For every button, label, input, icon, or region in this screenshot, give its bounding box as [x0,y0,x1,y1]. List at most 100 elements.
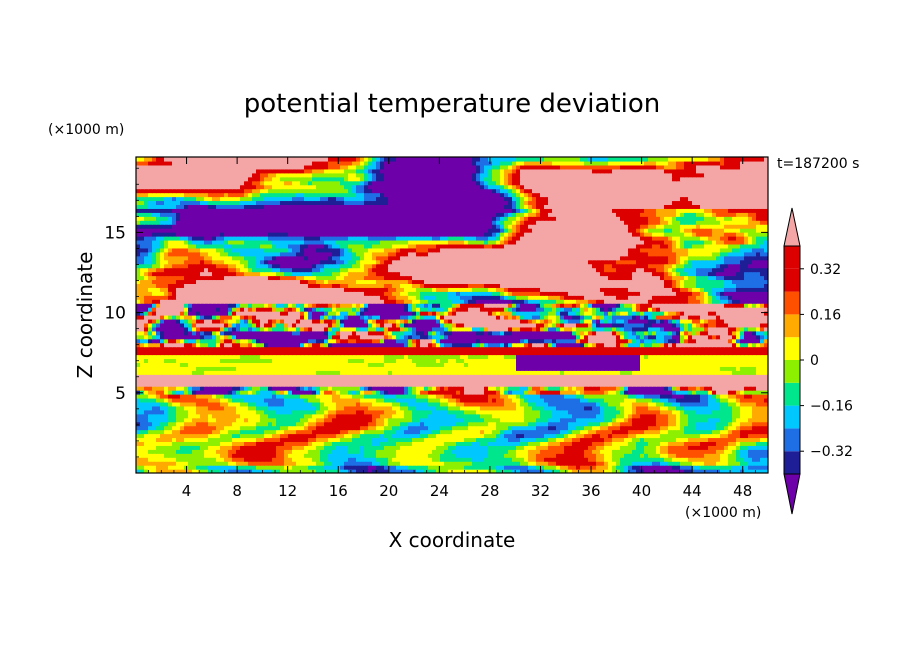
field-cell [384,390,389,395]
field-cell [252,362,257,367]
field-cell [180,382,185,387]
field-cell [416,394,421,399]
field-cell [472,421,477,427]
field-cell [556,378,561,383]
field-cell [512,382,517,387]
field-cell [736,457,741,462]
field-cell [448,413,453,419]
field-cell [420,425,425,431]
field-cell [304,409,309,415]
field-cell [376,445,381,450]
field-cell [336,461,341,466]
field-cell [336,397,341,403]
field-cell [568,437,573,442]
field-cell [316,445,321,450]
field-cell [672,469,677,473]
field-cell [524,354,529,360]
field-cell [248,453,253,458]
field-cell [564,366,569,371]
field-cell [636,433,641,439]
field-cell [672,374,677,379]
field-cell [156,425,161,431]
field-cell [396,370,401,375]
field-cell [556,350,561,356]
field-cell [152,362,157,367]
field-cell [288,362,293,367]
field-cell [244,350,249,356]
field-cell [212,346,217,352]
field-cell [764,469,768,473]
field-cell [736,358,741,363]
field-cell [216,390,221,395]
field-cell [520,390,525,395]
field-cell [188,433,193,439]
field-cell [160,421,165,427]
field-cell [160,401,165,407]
field-cell [460,457,465,462]
field-cell [356,354,361,360]
field-cell [640,358,645,363]
field-cell [416,405,421,411]
field-cell [144,382,149,387]
field-cell [536,374,541,379]
field-cell [736,413,741,419]
field-cell [624,457,629,462]
field-cell [148,354,153,360]
field-cell [240,417,245,423]
field-cell [344,425,349,431]
field-cell [304,378,309,383]
field-cell [676,397,681,403]
field-cell [148,382,153,387]
field-cell [684,445,689,450]
field-cell [264,386,269,391]
field-cell [216,382,221,387]
field-cell [672,405,677,411]
field-cell [288,429,293,435]
field-cell [180,354,185,360]
field-cell [636,469,641,473]
field-cell [544,461,549,466]
field-cell [376,346,381,352]
field-cell [204,370,209,375]
field-cell [548,370,553,375]
field-cell [348,370,353,375]
field-cell [220,449,225,454]
field-cell [284,429,289,435]
field-cell [248,346,253,352]
field-cell [280,437,285,442]
field-cell [512,465,517,470]
field-cell [580,394,585,399]
field-cell [640,390,645,395]
field-cell [172,394,177,399]
field-cell [560,413,565,419]
field-cell [372,457,377,462]
field-cell [736,441,741,446]
field-cell [484,449,489,454]
field-cell [436,350,441,356]
field-cell [660,417,665,423]
field-cell [584,457,589,462]
field-cell [252,429,257,435]
field-cell [756,453,761,458]
field-cell [232,425,237,431]
field-cell [660,350,665,356]
field-cell [316,465,321,470]
field-cell [532,457,537,462]
field-cell [220,405,225,411]
field-cell [412,405,417,411]
field-cell [572,394,577,399]
field-cell [320,346,325,352]
field-cell [336,370,341,375]
field-cell [752,441,757,446]
field-cell [560,362,565,367]
field-cell [496,425,501,431]
field-cell [220,445,225,450]
field-cell [504,449,509,454]
field-cell [604,354,609,360]
field-cell [652,405,657,411]
field-cell [628,453,633,458]
field-cell [464,465,469,470]
field-cell [548,429,553,435]
field-cell [436,397,441,403]
field-cell [532,394,537,399]
